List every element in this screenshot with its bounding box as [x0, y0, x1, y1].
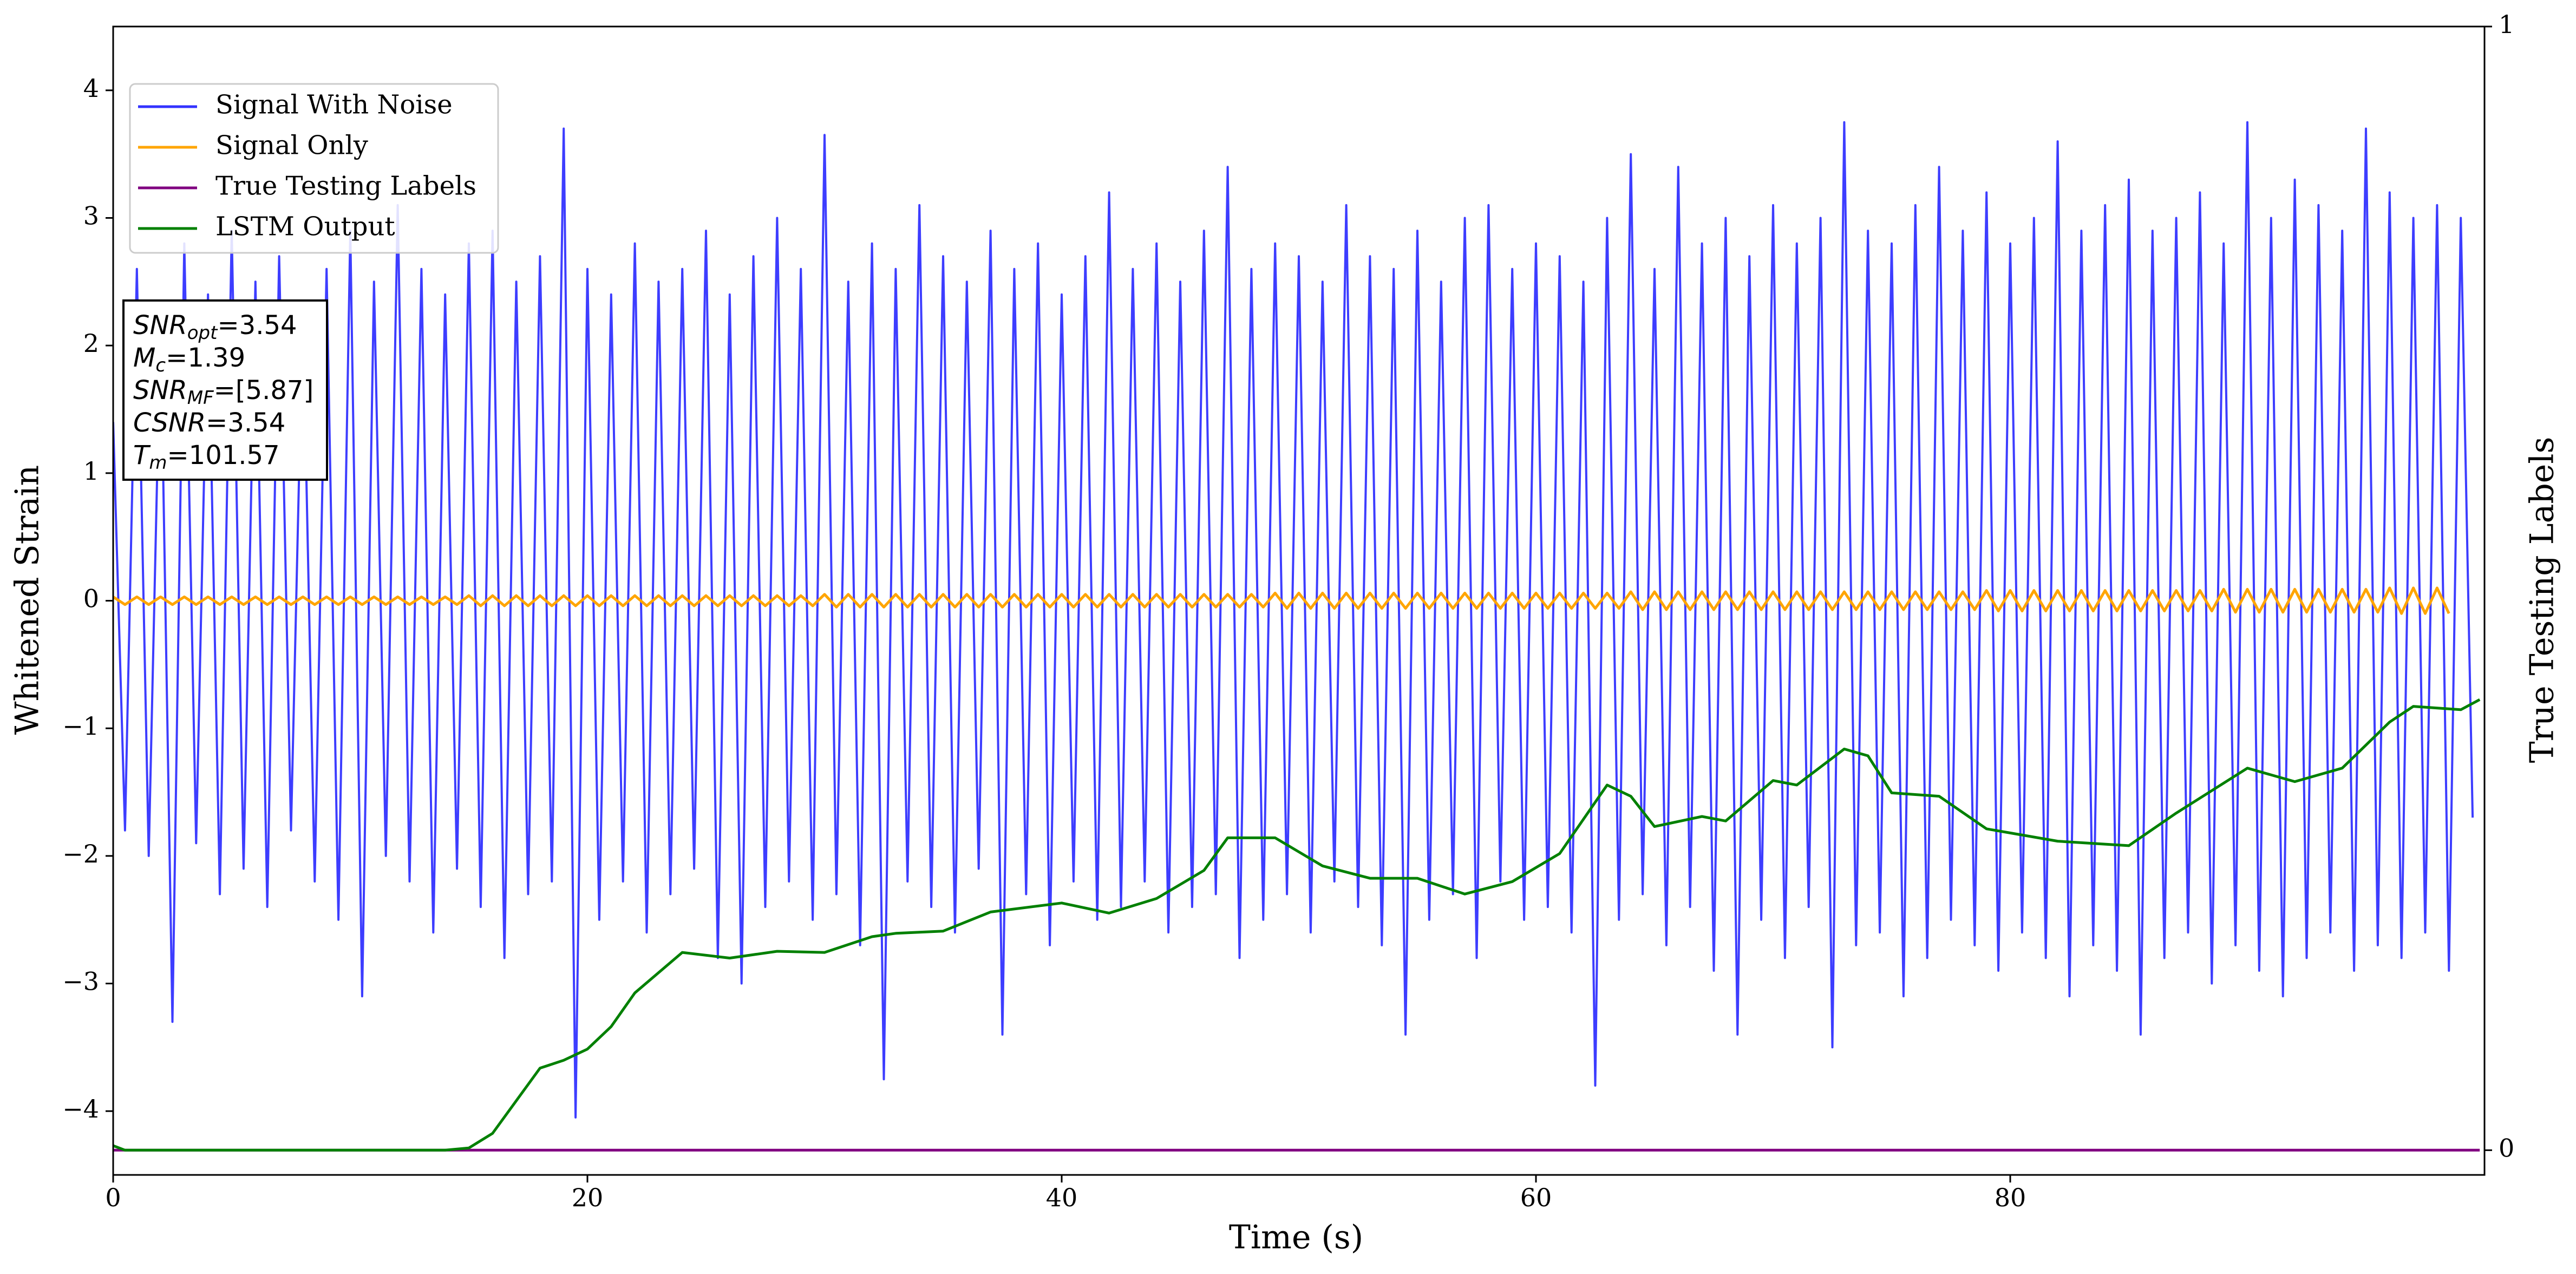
y-tick-label: −2 [62, 839, 99, 868]
x-tick-label: 60 [1520, 1183, 1552, 1212]
annotation-line: CSNR=3.54 [133, 408, 285, 438]
annotation-symbol: M [133, 343, 155, 373]
annotation-box: SNRopt=3.54Mc=1.39SNRMF=[5.87]CSNR=3.54T… [122, 299, 328, 481]
annotation-value: =3.54 [206, 408, 285, 438]
annotation-symbol: CSNR [133, 408, 206, 438]
y-tick-label: −4 [62, 1094, 99, 1123]
y-tick-label: 0 [83, 584, 99, 613]
annotation-subscript: opt [187, 322, 218, 344]
y-tick-label: 3 [83, 201, 99, 231]
annotation-subscript: c [155, 355, 166, 376]
y2-axis-label: True Testing Labels [2523, 437, 2561, 763]
annotation-line: SNRMF=[5.87] [133, 375, 313, 409]
annotation-value: =101.57 [167, 440, 279, 471]
annotation-symbol: T [133, 440, 151, 471]
annotation-line: SNRopt=3.54 [133, 310, 297, 344]
legend-box [129, 83, 499, 254]
annotation-subscript: m [149, 452, 167, 474]
y-tick-label: −1 [62, 711, 99, 741]
y-tick-label: 2 [83, 329, 99, 358]
y-tick-label: 4 [83, 74, 99, 103]
legend-label: Signal Only [215, 130, 368, 161]
annotation-line: Mc=1.39 [133, 343, 245, 376]
x-tick-label: 20 [572, 1183, 604, 1212]
annotation-subscript: MF [187, 387, 214, 409]
annotation-symbol: SNR [133, 375, 187, 406]
annotation-line: Tm=101.57 [133, 440, 280, 474]
legend-label: LSTM Output [215, 212, 395, 242]
annotation-value: =3.54 [217, 310, 297, 341]
x-tick-label: 40 [1046, 1183, 1078, 1212]
y-tick-label: 1 [83, 456, 99, 486]
annotation-frame [122, 299, 328, 481]
annotation-value: =1.39 [166, 343, 245, 373]
y-axis-label: Whitened Strain [9, 465, 47, 735]
legend: Signal With Noise Signal Only True Testing… [129, 83, 499, 254]
annotation-symbol: SNR [133, 310, 187, 341]
legend-label: True Testing Labels [215, 171, 476, 201]
series-line [113, 698, 2481, 1152]
series-line [113, 121, 2474, 1119]
x-tick-label: 80 [1995, 1183, 2026, 1212]
legend-label: Signal With Noise [215, 90, 453, 120]
x-tick-label: 0 [105, 1183, 121, 1212]
x-axis-label: Time (s) [1229, 1219, 1363, 1257]
annotation-value: =[5.87] [214, 375, 314, 406]
y2-tick-label: 0 [2499, 1133, 2514, 1162]
y-tick-label: −3 [62, 967, 99, 996]
y2-tick-label: 1 [2499, 10, 2514, 39]
series-line [113, 586, 2450, 615]
plot-area [113, 121, 2481, 1152]
